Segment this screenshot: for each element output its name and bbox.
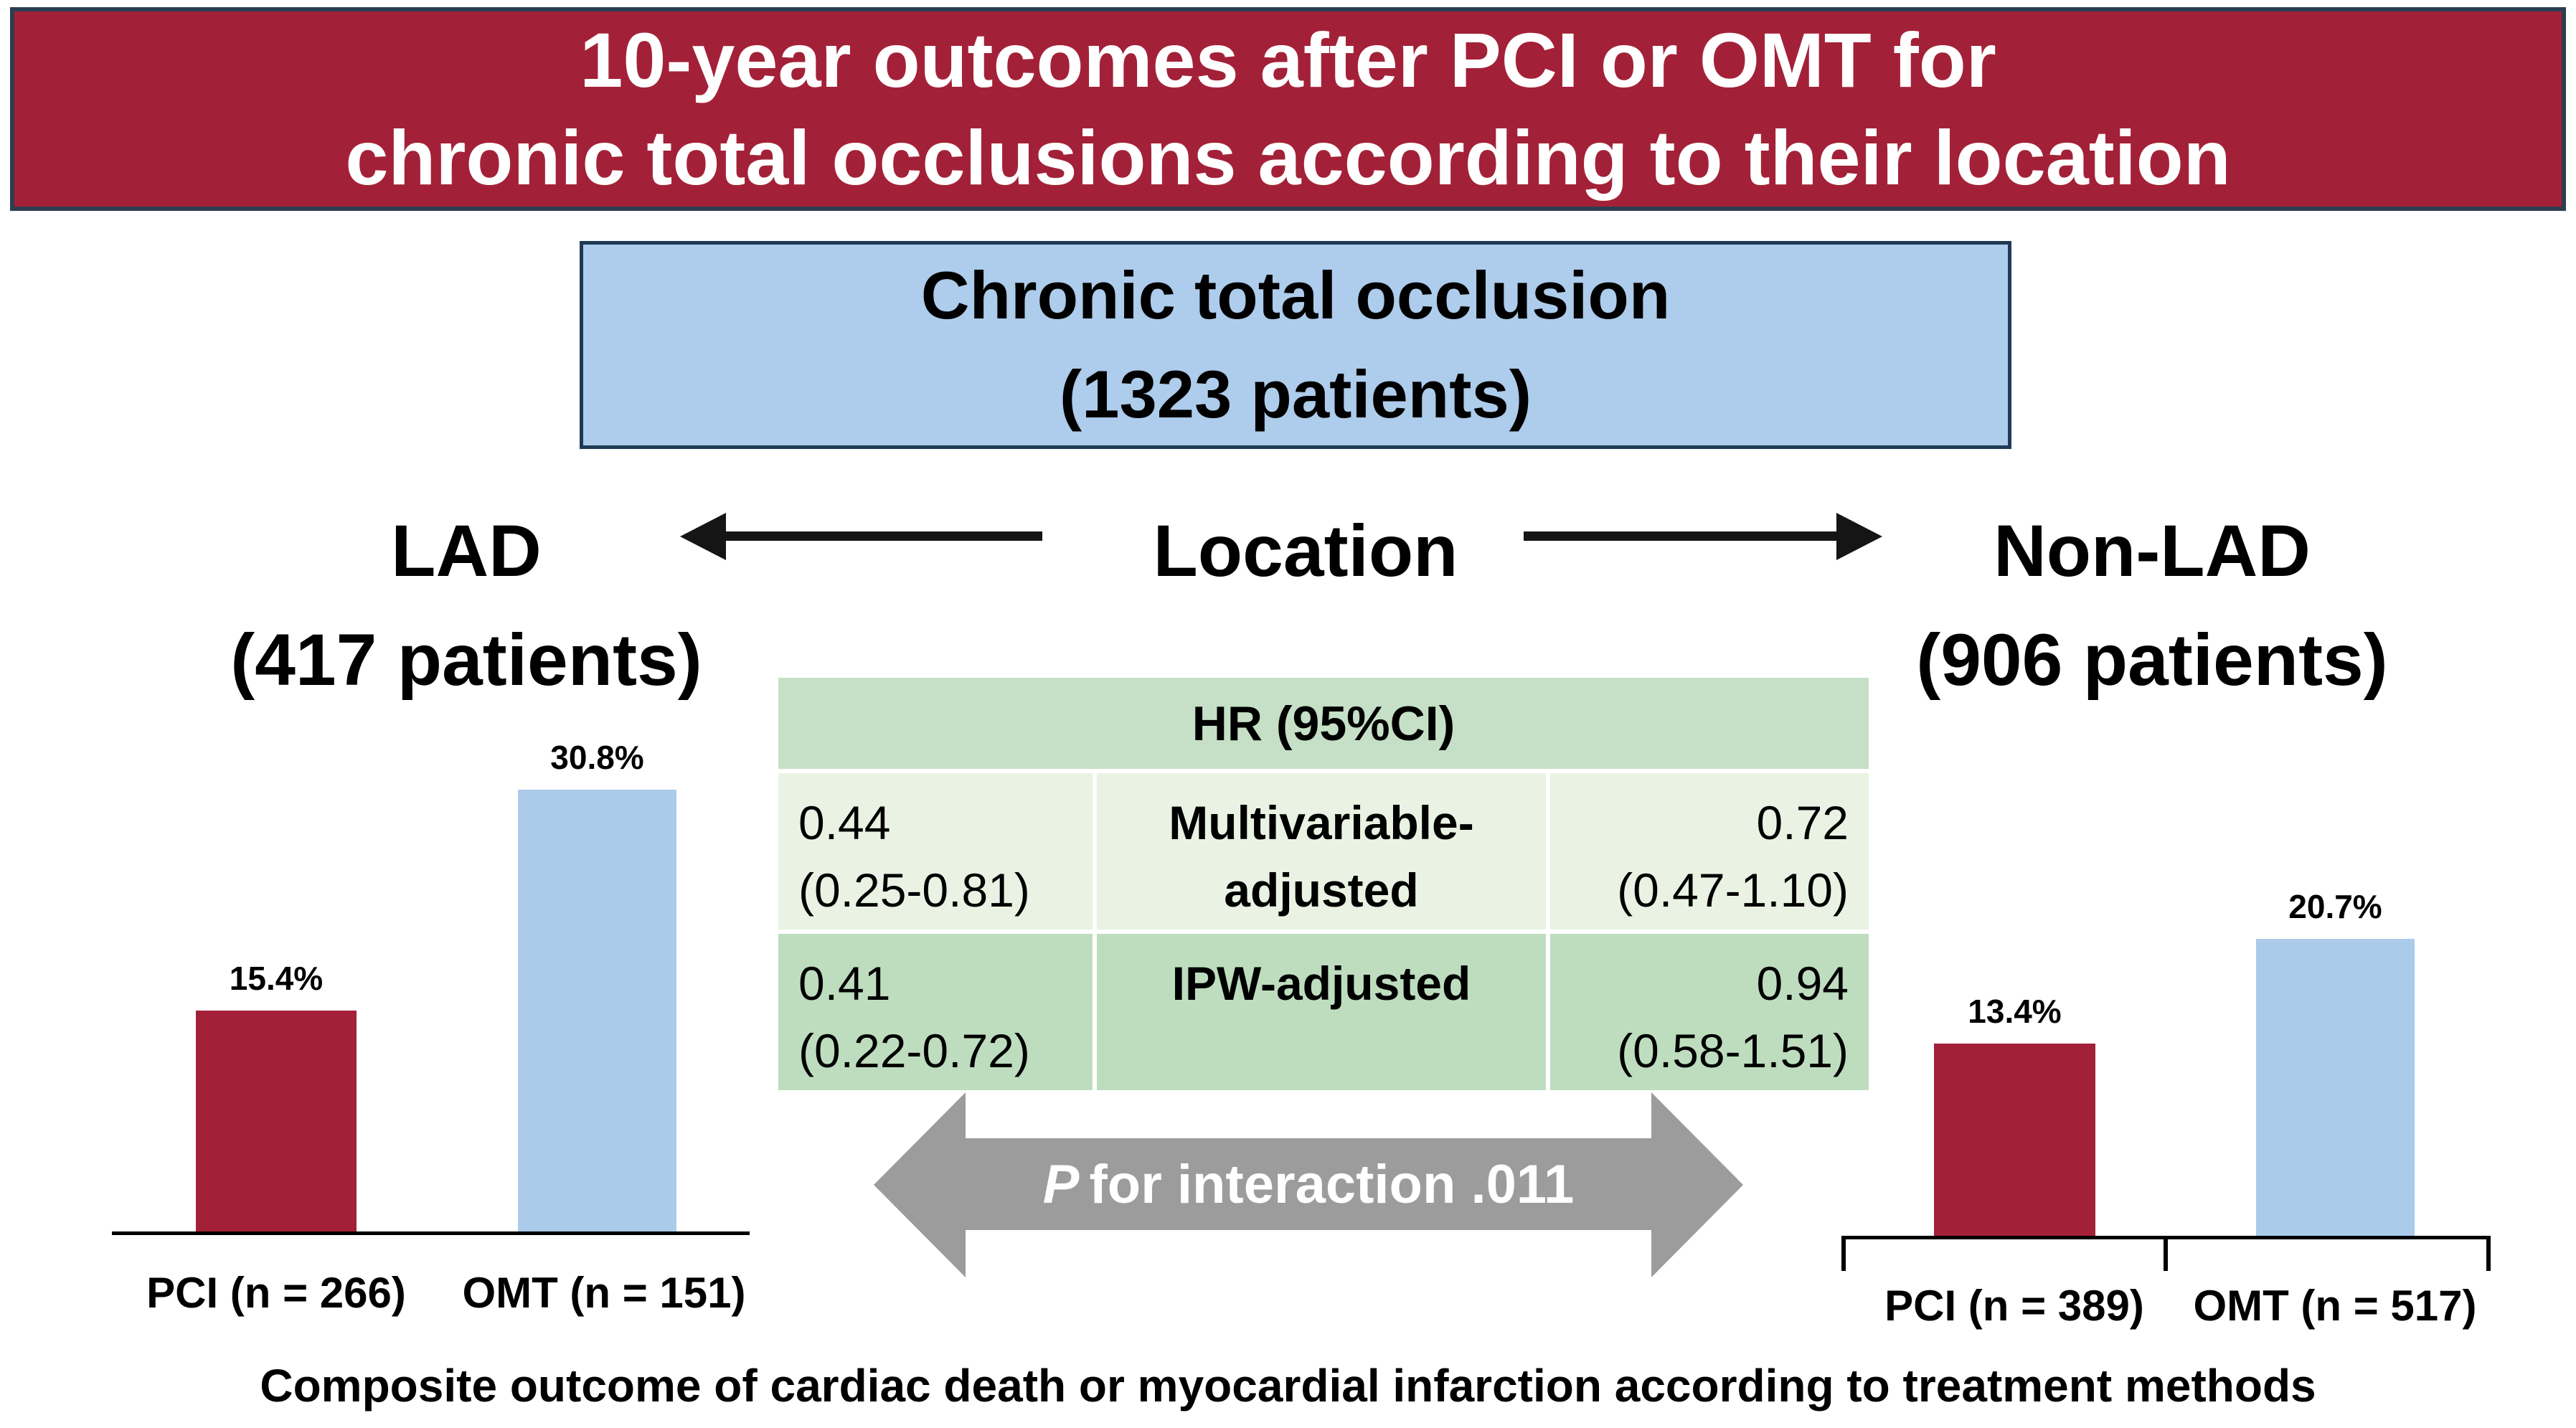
hr-value: 0.44 — [798, 796, 891, 849]
table-cell-lad-ipw: 0.41 (0.22-0.72) — [778, 934, 1093, 1090]
model-label-line1: Multivariable- — [1169, 796, 1474, 849]
lad-omt-bar — [518, 790, 676, 1231]
axis-tick-middle — [2164, 1239, 2168, 1271]
lad-pci-value-label: 15.4% — [229, 960, 324, 997]
left-arrow-shaft — [721, 531, 1042, 541]
lad-omt-axis-label: OMT (n = 151) — [462, 1269, 746, 1317]
interaction-arrowhead-left-icon — [874, 1092, 966, 1277]
lad-omt-value-label: 30.8% — [550, 739, 644, 776]
p-interaction-text: for interaction .011 — [1089, 1153, 1575, 1215]
chronic-total-occlusion-box: Chronic total occlusion (1323 patients) — [580, 241, 2011, 449]
p-for-interaction-banner: P for interaction .011 — [965, 1138, 1652, 1230]
hr-ci: (0.58-1.51) — [1617, 1024, 1849, 1077]
non-lad-pci-bar — [1934, 1044, 2095, 1236]
title-line-2: chronic total occlusions according to th… — [345, 114, 2231, 201]
axis-tick-right — [2486, 1239, 2491, 1271]
lad-group-label: LAD (417 patients) — [179, 496, 753, 714]
non-lad-pci-axis-label: PCI (n = 389) — [1884, 1282, 2144, 1330]
axis-tick-left — [1841, 1239, 1846, 1271]
figure-caption: Composite outcome of cardiac death or my… — [260, 1360, 2316, 1412]
hr-ci: (0.22-0.72) — [798, 1024, 1030, 1077]
lad-name: LAD — [391, 510, 542, 592]
cto-box-line-1: Chronic total occlusion — [920, 257, 1671, 333]
lad-pci-bar — [196, 1011, 357, 1231]
hr-value: 0.94 — [1756, 957, 1849, 1010]
table-cell-nonlad-multivariable: 0.72 (0.47-1.10) — [1550, 773, 1869, 930]
hr-value: 0.72 — [1756, 796, 1849, 849]
hr-value: 0.41 — [798, 957, 891, 1010]
non-lad-patients: (906 patients) — [1916, 619, 2388, 701]
non-lad-omt-bar — [2256, 939, 2415, 1236]
non-lad-bar-chart: 13.4% 20.7% — [1841, 775, 2491, 1271]
model-label-line1: IPW-adjusted — [1171, 957, 1471, 1010]
hr-ci: (0.25-0.81) — [798, 864, 1030, 917]
hr-table-body: 0.44 (0.25-0.81) Multivariable- adjusted… — [778, 773, 1869, 1090]
lad-pci-axis-label: PCI (n = 266) — [146, 1269, 406, 1317]
non-lad-omt-value-label: 20.7% — [2288, 888, 2382, 925]
lad-patients: (417 patients) — [230, 619, 702, 701]
right-arrow-icon — [1836, 513, 1882, 560]
table-cell-lad-multivariable: 0.44 (0.25-0.81) — [778, 773, 1093, 930]
non-lad-name: Non-LAD — [1994, 510, 2311, 592]
table-cell-model-multivariable: Multivariable- adjusted — [1097, 773, 1546, 930]
title-line-1: 10-year outcomes after PCI or OMT for — [580, 16, 1996, 103]
right-arrow-shaft — [1524, 531, 1841, 541]
left-arrow-icon — [680, 513, 726, 560]
title-banner: 10-year outcomes after PCI or OMT for ch… — [10, 7, 2566, 211]
cto-box-line-2: (1323 patients) — [1059, 356, 1532, 432]
p-symbol: P — [1042, 1153, 1080, 1215]
location-label: Location — [1153, 510, 1458, 592]
hr-table-header: HR (95%CI) — [778, 678, 1869, 769]
non-lad-omt-axis-label: OMT (n = 517) — [2193, 1282, 2477, 1330]
lad-bar-chart: 15.4% 30.8% — [112, 739, 750, 1235]
hr-table: HR (95%CI) 0.44 (0.25-0.81) Multivariabl… — [778, 678, 1869, 1090]
interaction-arrowhead-right-icon — [1651, 1092, 1743, 1277]
non-lad-pci-value-label: 13.4% — [1968, 993, 2062, 1030]
hr-ci: (0.47-1.10) — [1617, 864, 1849, 917]
table-cell-nonlad-ipw: 0.94 (0.58-1.51) — [1550, 934, 1869, 1090]
model-label-line2: adjusted — [1224, 864, 1419, 917]
non-lad-group-label: Non-LAD (906 patients) — [1865, 496, 2439, 714]
table-cell-model-ipw: IPW-adjusted — [1097, 934, 1546, 1090]
